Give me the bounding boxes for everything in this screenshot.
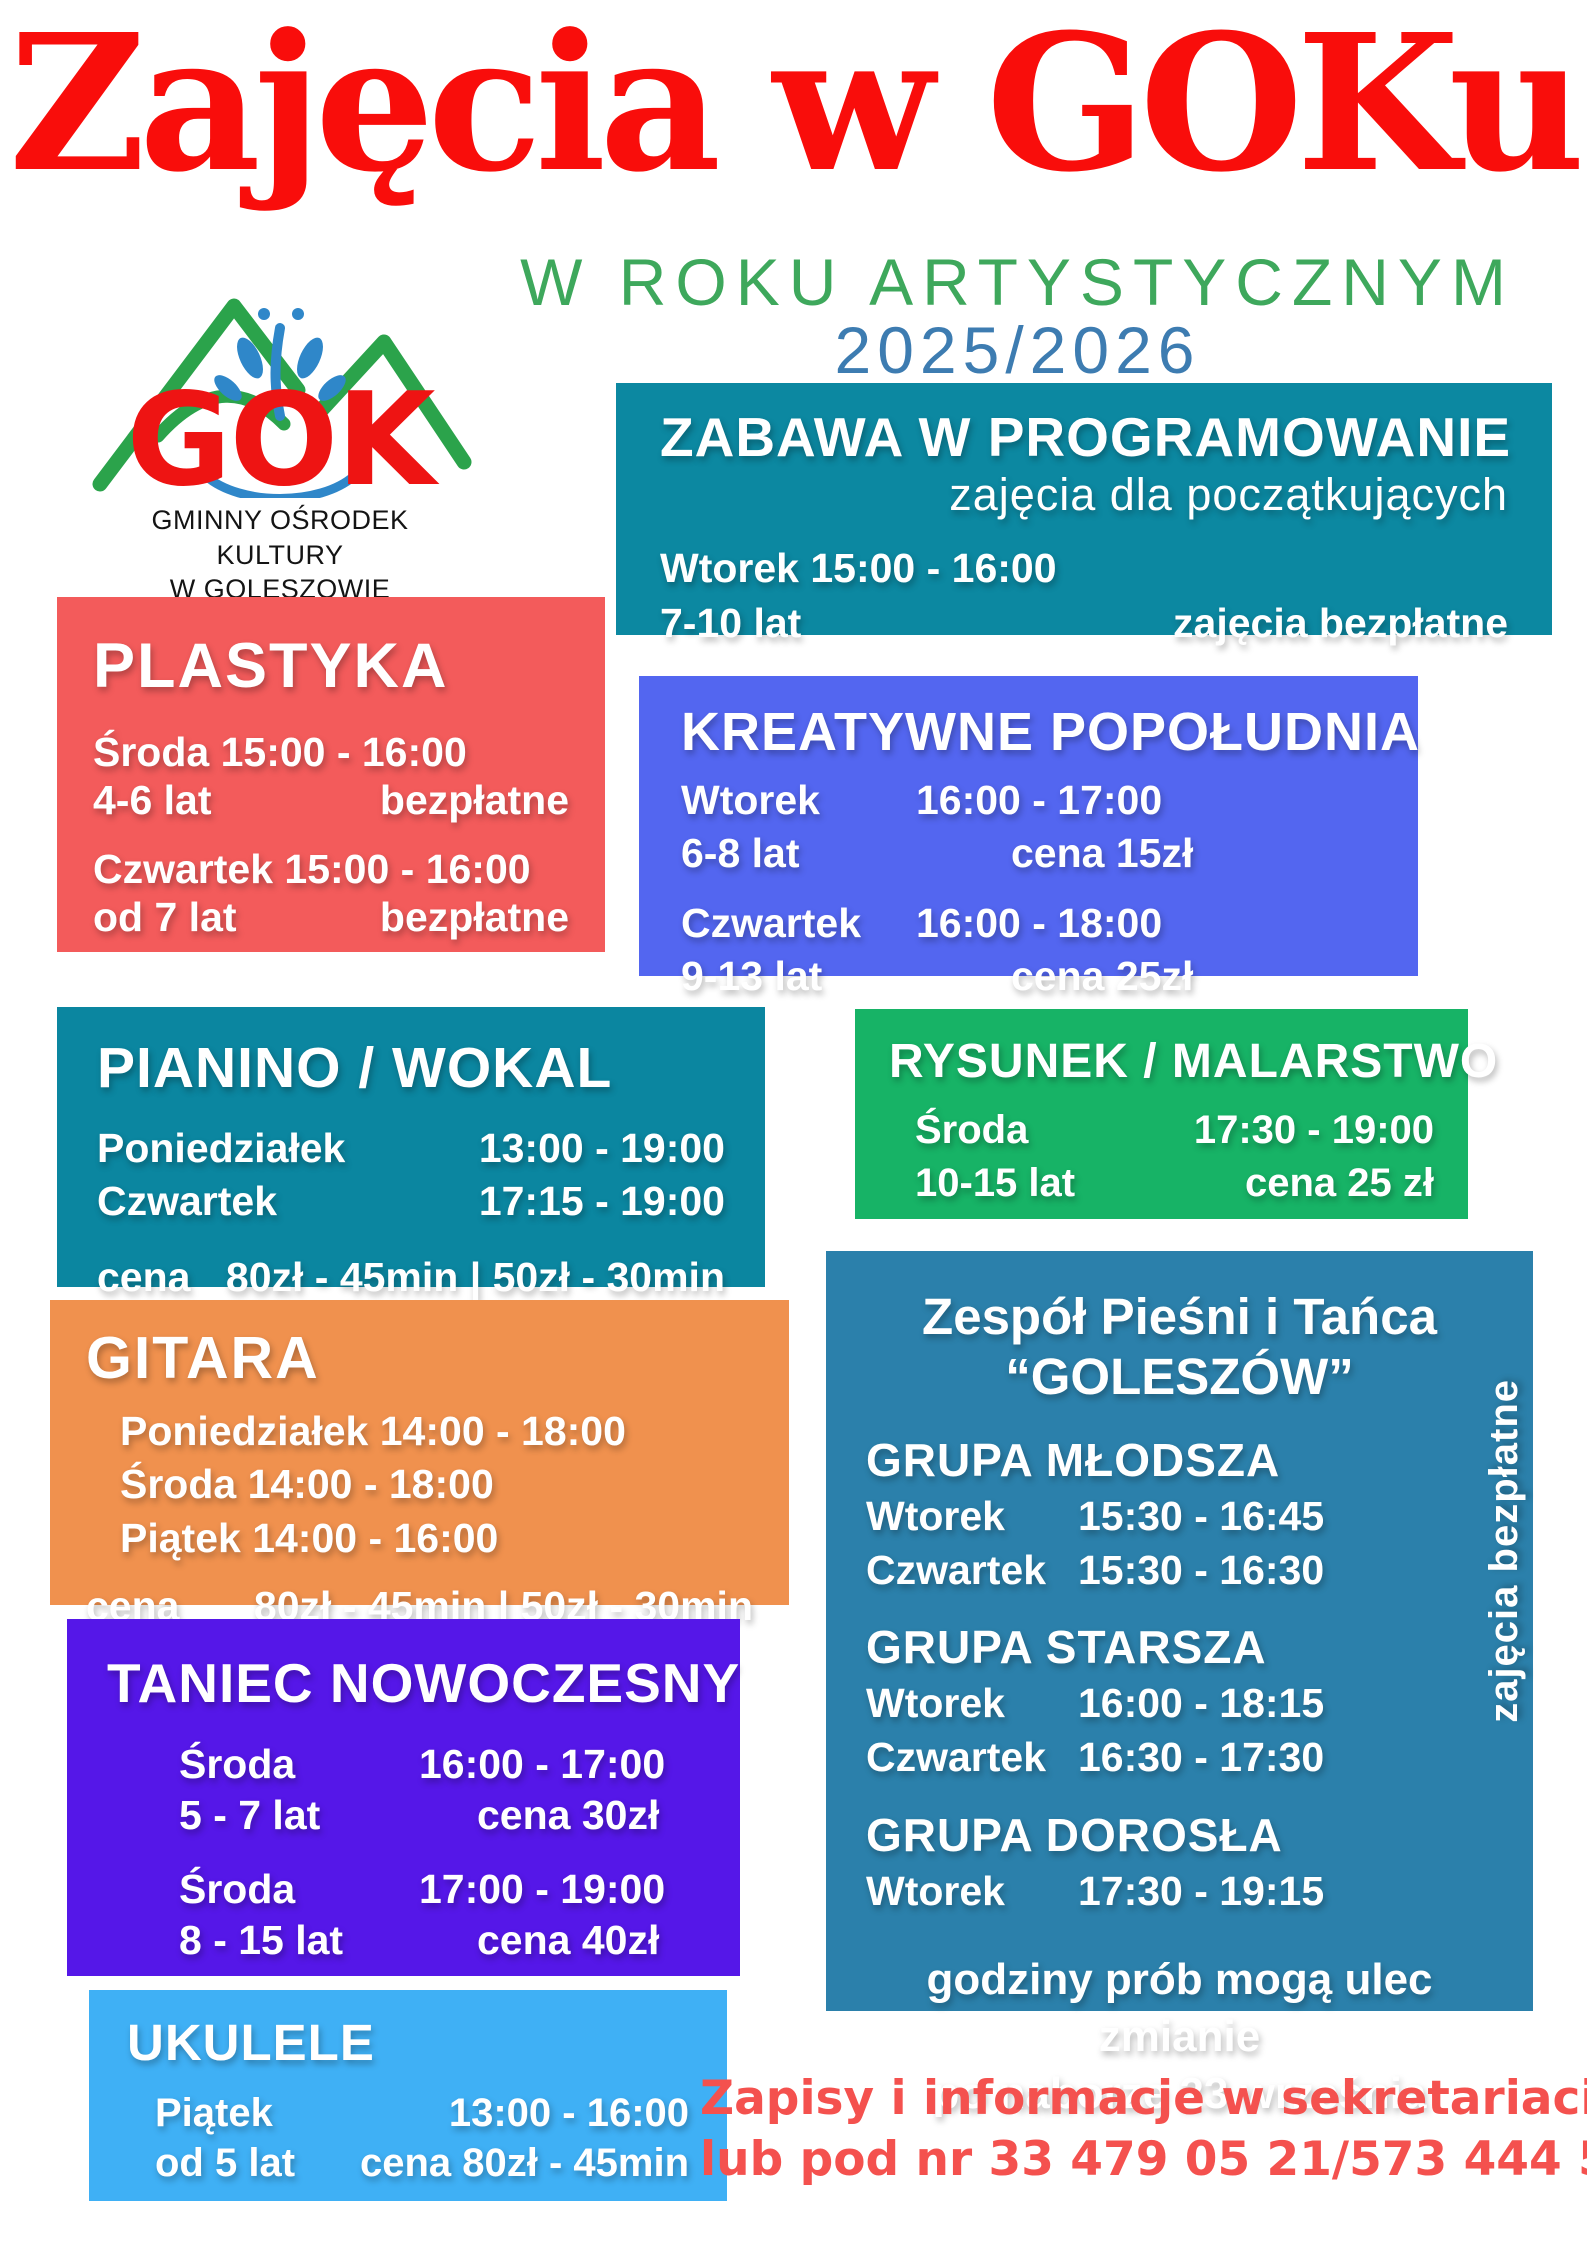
box-zespol-note-line1: godziny prób mogą ulec zmianie <box>926 1955 1433 2062</box>
box-programowanie-schedule: Wtorek 15:00 - 16:00 <box>660 544 1057 591</box>
box-kreatywne-session1-day: Wtorek <box>681 776 820 823</box>
box-rysunek-session1-age: 10-15 lat <box>915 1160 1076 1205</box>
box-zespol-group3-title: GRUPA DOROSŁA <box>866 1808 1283 1861</box>
box-plastyka-session2-age: od 7 lat <box>93 893 237 940</box>
box-rysunek-session1-day: Środa <box>915 1108 1029 1153</box>
footer-line1: Zapisy i informacje w sekretariacie GOK <box>700 2071 1587 2126</box>
box-rysunek-session1-price: cena 25 zł <box>1244 1160 1434 1205</box>
box-taniec-session2-age: 8 - 15 lat <box>179 1917 344 1964</box>
box-plastyka-session2-price: bezpłatne <box>379 893 569 940</box>
box-pianino-price-label: cena <box>97 1253 191 1300</box>
box-zespol-side-note: zajęcia bezpłatne <box>1482 1379 1526 1723</box>
box-kreatywne: KREATYWNE POPOŁUDNIA Wtorek 16:00 - 17:0… <box>639 676 1421 999</box>
box-taniec-session2-day: Środa <box>179 1865 296 1912</box>
box-ukulele-session1-day: Piątek <box>155 2090 273 2135</box>
gok-logo: GOK GMINNY OŚRODEK KULTURY W GOLESZOWIE <box>88 266 472 607</box>
box-zespol-title-line2: “GOLESZÓW” <box>1005 1348 1354 1406</box>
box-zespol-g2s2-day: Czwartek <box>866 1733 1047 1780</box>
box-programowanie-subtitle: zajęcia dla początkujących <box>949 468 1508 520</box>
box-zespol: Zespół Pieśni i Tańca “GOLESZÓW” GRUPA M… <box>826 1251 1533 2118</box>
water-drop-icon <box>297 337 323 379</box>
gok-logo-graphic: GOK <box>92 298 472 515</box>
box-ukulele-session1-time: 13:00 - 16:00 <box>448 2090 689 2135</box>
logo-caption: GMINNY OŚRODEK KULTURY W GOLESZOWIE <box>88 503 472 607</box>
box-ukulele: UKULELE Piątek 13:00 - 16:00 od 5 lat ce… <box>89 1990 727 2201</box>
box-kreatywne-session1-time: 16:00 - 17:00 <box>916 776 1163 823</box>
box-pianino-session1-day: Poniedziałek <box>97 1124 346 1171</box>
season-years: 2025/2026 <box>834 313 1201 387</box>
box-kreatywne-session2-day: Czwartek <box>681 899 862 946</box>
box-taniec-session1-day: Środa <box>179 1740 296 1787</box>
box-programowanie-title: ZABAWA W PROGRAMOWANIE <box>660 406 1512 468</box>
box-kreatywne-session2-price: cena 25zł <box>1011 953 1194 1000</box>
box-taniec-session1-price: cena 30zł <box>477 1792 660 1839</box>
footer-line2: lub pod nr 33 479 05 21/573 444 553 <box>700 2132 1587 2188</box>
box-pianino-session1-time: 13:00 - 19:00 <box>478 1124 725 1171</box>
box-zespol-note-line2: po naborze 23 września <box>932 2069 1427 2119</box>
box-pianino-session2-time: 17:15 - 19:00 <box>478 1178 725 1225</box>
box-programowanie: ZABAWA W PROGRAMOWANIE zajęcia dla począ… <box>616 383 1552 646</box>
box-zespol-g3s1-time: 17:30 - 19:15 <box>1078 1867 1325 1914</box>
box-plastyka: PLASTYKA Środa 15:00 - 16:00 4-6 lat bez… <box>57 597 605 952</box>
box-kreatywne-session2-time: 16:00 - 18:00 <box>916 899 1163 946</box>
subtitle: W ROKU ARTYSTYCZNYM <box>520 245 1515 319</box>
box-taniec-session2-price: cena 40zł <box>477 1917 660 1964</box>
box-taniec-session2-time: 17:00 - 19:00 <box>419 1865 666 1912</box>
box-gitara-session1: Poniedziałek 14:00 - 18:00 <box>120 1407 626 1454</box>
box-gitara-session2: Środa 14:00 - 18:00 <box>120 1461 494 1508</box>
water-drop-icon <box>258 308 270 320</box>
box-plastyka-session1-age: 4-6 lat <box>93 776 212 823</box>
box-taniec-title: TANIEC NOWOCZESNY <box>107 1652 741 1714</box>
water-drop-icon <box>214 375 242 401</box>
box-programowanie-age: 7-10 lat <box>660 600 802 647</box>
box-zespol-g2s1-time: 16:00 - 18:15 <box>1078 1680 1325 1727</box>
box-pianino-title: PIANINO / WOKAL <box>97 1036 613 1100</box>
box-rysunek-session1-time: 17:30 - 19:00 <box>1193 1108 1434 1153</box>
box-rysunek: RYSUNEK / MALARSTWO Środa 17:30 - 19:00 … <box>855 1009 1499 1219</box>
logo-caption-line1: GMINNY OŚRODEK KULTURY <box>151 505 409 570</box>
box-gitara-title: GITARA <box>86 1325 320 1391</box>
box-plastyka-session1-time: Środa 15:00 - 16:00 <box>93 729 467 776</box>
box-kreatywne-session2-age: 9-13 lat <box>681 953 823 1000</box>
box-ukulele-session1-age: od 5 lat <box>155 2140 296 2185</box>
box-kreatywne-title: KREATYWNE POPOŁUDNIA <box>681 702 1421 762</box>
box-pianino-price: 80zł - 45min | 50zł - 30min <box>225 1253 725 1300</box>
water-drop-icon <box>237 337 263 379</box>
box-rysunek-title: RYSUNEK / MALARSTWO <box>889 1035 1499 1088</box>
box-taniec-session1-age: 5 - 7 lat <box>179 1792 321 1839</box>
footer-contact: Zapisy i informacje w sekretariacie GOK … <box>700 2068 1587 2190</box>
box-zespol-g2s1-day: Wtorek <box>866 1680 1005 1727</box>
box-pianino-session2-day: Czwartek <box>97 1178 278 1225</box>
fountain-jet-icon <box>270 323 285 421</box>
water-drop-icon <box>318 375 346 401</box>
box-zespol-g1s2-time: 15:30 - 16:30 <box>1078 1546 1325 1593</box>
box-kreatywne-session1-age: 6-8 lat <box>681 830 800 877</box>
box-zespol-title-line1: Zespół Pieśni i Tańca <box>922 1288 1437 1345</box>
box-zespol-group1-title: GRUPA MŁODSZA <box>866 1434 1281 1487</box>
box-zespol-group2-title: GRUPA STARSZA <box>866 1621 1267 1674</box>
box-zespol-g1s2-day: Czwartek <box>866 1546 1047 1593</box>
box-taniec: TANIEC NOWOCZESNY Środa 16:00 - 17:00 5 … <box>67 1619 740 1976</box>
box-zespol-g3s1-day: Wtorek <box>866 1867 1005 1914</box>
box-plastyka-title: PLASTYKA <box>93 631 449 701</box>
box-plastyka-session2-time: Czwartek 15:00 - 16:00 <box>93 846 531 893</box>
mountain-ridge-icon <box>151 389 291 443</box>
box-gitara-session3: Piątek 14:00 - 16:00 <box>120 1515 499 1562</box>
box-programowanie-price: zajęcia bezpłatne <box>1173 600 1508 647</box>
page-title: Zajęcia w GOKu <box>8 0 1585 214</box>
box-zespol-g1s1-day: Wtorek <box>866 1493 1005 1540</box>
logo-acronym: GOK <box>126 366 440 498</box>
box-zespol-g1s1-time: 15:30 - 16:45 <box>1078 1493 1325 1540</box>
box-kreatywne-session1-price: cena 15zł <box>1011 830 1194 877</box>
water-drop-icon <box>292 308 304 320</box>
box-ukulele-title: UKULELE <box>127 2014 375 2071</box>
box-zespol-g2s2-time: 16:30 - 17:30 <box>1078 1733 1325 1780</box>
box-taniec-session1-time: 16:00 - 17:00 <box>419 1740 666 1787</box>
box-gitara: GITARA Poniedziałek 14:00 - 18:00 Środa … <box>50 1300 789 1629</box>
box-plastyka-session1-price: bezpłatne <box>379 776 569 823</box>
box-ukulele-session1-price: cena 80zł - 45min <box>359 2140 689 2185</box>
box-pianino: PIANINO / WOKAL Poniedziałek 13:00 - 19:… <box>57 1007 765 1300</box>
